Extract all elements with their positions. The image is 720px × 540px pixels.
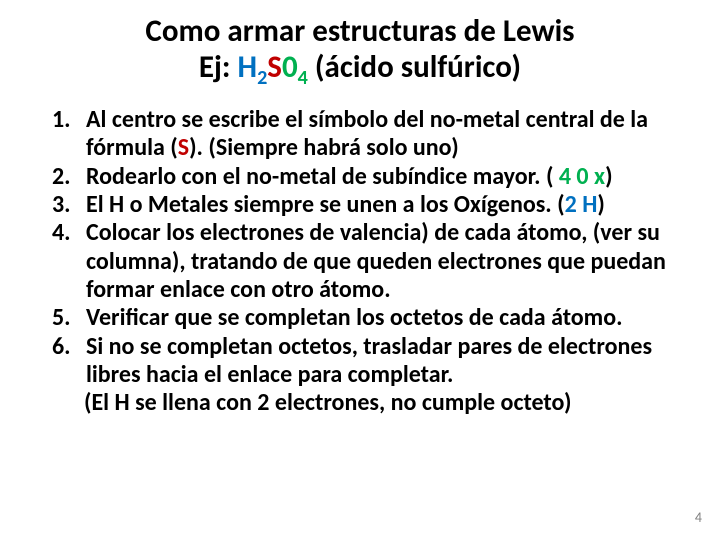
list-body: Si no se completan octetos, trasladar pa…: [86, 333, 692, 390]
list-item: 5.Verificar que se completan los octetos…: [52, 304, 692, 332]
list-body: El H o Metales siempre se unen a los Oxí…: [86, 191, 692, 219]
list-item: 4.Colocar los electrones de valencia) de…: [52, 219, 692, 304]
list-number: 4.: [52, 219, 86, 304]
title-line-1: Como armar estructuras de Lewis: [28, 14, 692, 50]
formula-S: S: [267, 48, 282, 86]
list-body: Al centro se escribe el símbolo del no-m…: [86, 106, 692, 163]
list-number: 1.: [52, 106, 86, 163]
list-item: 2.Rodearlo con el no-metal de subíndice …: [52, 163, 692, 191]
list-body: Rodearlo con el no-metal de subíndice ma…: [86, 163, 692, 191]
text-run: El H o Metales siempre se unen a los Oxí…: [86, 190, 565, 219]
page-number: 4: [695, 509, 702, 526]
list-number: 6.: [52, 333, 86, 390]
formula-H: H: [238, 48, 258, 86]
list-number: 3.: [52, 191, 86, 219]
text-run: Colocar los electrones de valencia) de c…: [86, 218, 666, 304]
text-run: 4 0 x: [559, 162, 605, 191]
list-number: 5.: [52, 304, 86, 332]
text-run: Verificar que se completan los octetos d…: [86, 303, 623, 332]
title-prefix: Ej:: [199, 48, 238, 86]
text-run: ). (Siempre habrá solo uno): [189, 133, 459, 162]
text-run: Si no se completan octetos, trasladar pa…: [86, 332, 652, 389]
title-line-2: Ej: H2S04 (ácido sulfúrico): [28, 50, 692, 90]
text-run: ): [605, 162, 612, 191]
formula-sub2: 2: [257, 66, 267, 90]
list-item: 1.Al centro se escribe el símbolo del no…: [52, 106, 692, 163]
text-run: ): [597, 190, 604, 219]
text-run: S: [178, 133, 189, 162]
slide-title: Como armar estructuras de Lewis Ej: H2S0…: [28, 14, 692, 90]
text-run: 2 H: [565, 190, 598, 219]
formula-sub4: 4: [298, 66, 308, 90]
steps-list: 1.Al centro se escribe el símbolo del no…: [28, 106, 692, 389]
title-suffix: (ácido sulfúrico): [308, 48, 521, 86]
list-number: 2.: [52, 163, 86, 191]
text-run: Rodearlo con el no-metal de subíndice ma…: [86, 162, 559, 191]
list-body: Verificar que se completan los octetos d…: [86, 304, 692, 332]
formula-0: 0: [282, 48, 298, 86]
list-item: 6.Si no se completan octetos, trasladar …: [52, 333, 692, 390]
footnote: (El H se llena con 2 electrones, no cump…: [28, 389, 692, 417]
list-body: Colocar los electrones de valencia) de c…: [86, 219, 692, 304]
list-item: 3.El H o Metales siempre se unen a los O…: [52, 191, 692, 219]
